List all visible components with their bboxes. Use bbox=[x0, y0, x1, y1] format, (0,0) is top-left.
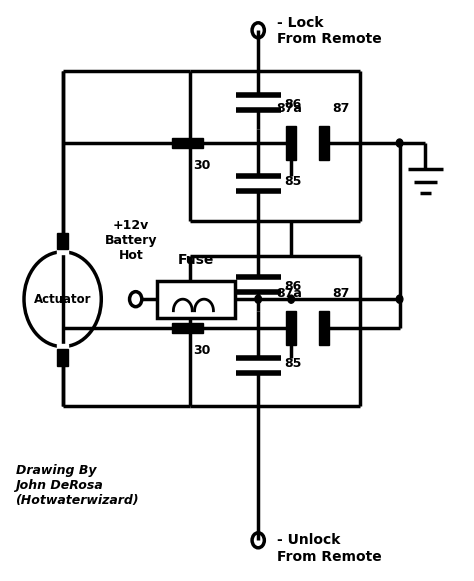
Circle shape bbox=[396, 139, 403, 147]
Text: Actuator: Actuator bbox=[34, 293, 91, 306]
Text: 87: 87 bbox=[333, 288, 350, 300]
Bar bbox=[57, 344, 68, 350]
Bar bbox=[57, 350, 68, 365]
Bar bbox=[319, 126, 329, 160]
Text: Drawing By
John DeRosa
(Hotwaterwizard): Drawing By John DeRosa (Hotwaterwizard) bbox=[16, 464, 139, 507]
Bar bbox=[57, 235, 68, 254]
Text: 30: 30 bbox=[193, 159, 210, 172]
Text: +12v
Battery
Hot: +12v Battery Hot bbox=[105, 218, 157, 261]
Circle shape bbox=[255, 295, 262, 303]
Text: 86: 86 bbox=[284, 98, 301, 111]
Text: 85: 85 bbox=[284, 357, 301, 371]
Circle shape bbox=[396, 295, 403, 303]
Text: - Lock
From Remote: - Lock From Remote bbox=[277, 16, 382, 46]
Text: 87: 87 bbox=[333, 102, 350, 115]
Text: Fuse: Fuse bbox=[178, 253, 214, 267]
Text: - Unlock
From Remote: - Unlock From Remote bbox=[277, 533, 382, 564]
Text: 85: 85 bbox=[284, 175, 301, 188]
Text: 30: 30 bbox=[193, 345, 210, 357]
Circle shape bbox=[288, 295, 294, 303]
Bar bbox=[172, 324, 203, 333]
Bar bbox=[57, 232, 68, 249]
Bar bbox=[319, 311, 329, 345]
Text: 87a: 87a bbox=[276, 102, 302, 115]
Bar bbox=[157, 281, 235, 318]
Bar bbox=[286, 126, 296, 160]
Text: 86: 86 bbox=[284, 280, 301, 293]
Bar bbox=[172, 138, 203, 148]
Text: 87a: 87a bbox=[276, 288, 302, 300]
Bar bbox=[286, 311, 296, 345]
